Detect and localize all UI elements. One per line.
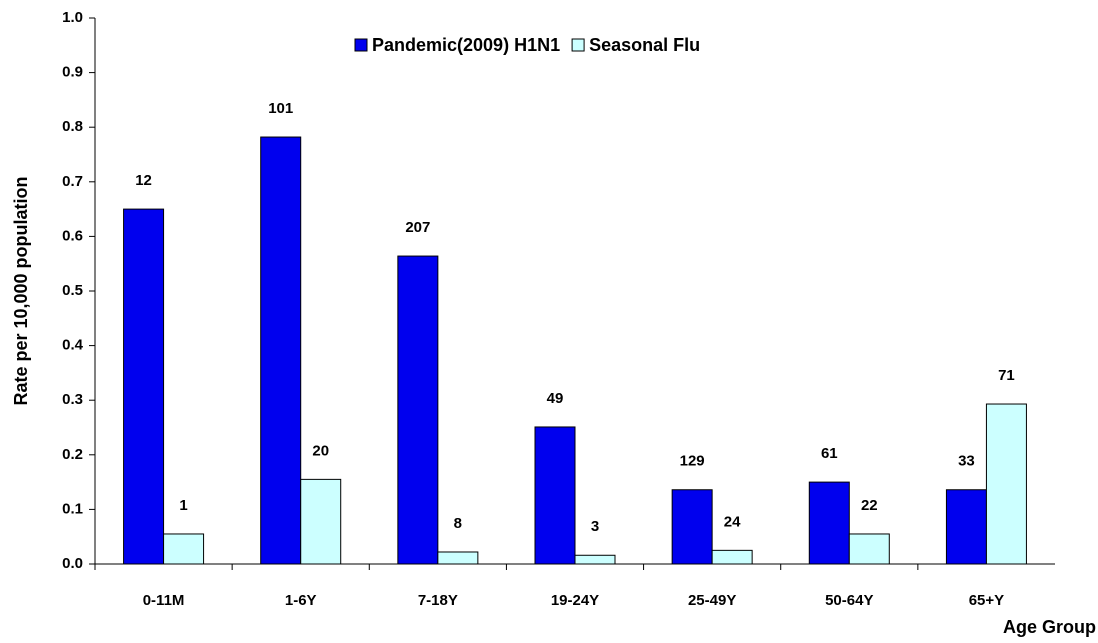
count-label: 3 — [591, 518, 599, 535]
y-tick-label: 0.0 — [62, 555, 83, 572]
x-tick-label: 65+Y — [969, 592, 1004, 609]
y-tick-label: 0.1 — [62, 500, 83, 517]
bar — [848, 533, 890, 565]
x-tick-label: 19-24Y — [551, 592, 599, 609]
bar — [534, 426, 576, 565]
count-label: 101 — [268, 100, 293, 117]
legend-swatch — [571, 38, 585, 52]
bar — [808, 481, 850, 565]
y-tick-label: 0.7 — [62, 173, 83, 190]
legend-label: Seasonal Flu — [589, 35, 700, 55]
y-axis-title: Rate per 10,000 population — [11, 176, 31, 405]
y-tick-label: 0.2 — [62, 446, 83, 463]
bar — [671, 489, 713, 565]
bar — [123, 208, 165, 565]
legend-swatch — [354, 38, 368, 52]
count-label: 12 — [135, 172, 152, 189]
x-tick-label: 50-64Y — [825, 592, 873, 609]
x-tick-label: 1-6Y — [285, 592, 317, 609]
y-tick-label: 0.3 — [62, 391, 83, 408]
bar — [711, 549, 753, 565]
count-label: 33 — [958, 453, 975, 470]
count-label: 24 — [724, 513, 741, 530]
y-tick-label: 0.8 — [62, 118, 83, 135]
legend-label: Pandemic(2009) H1N1 — [372, 35, 560, 55]
x-tick-label: 0-11M — [143, 592, 185, 609]
bar — [397, 255, 439, 565]
bar — [574, 554, 616, 565]
bar — [437, 551, 479, 565]
y-tick-label: 0.5 — [62, 282, 83, 299]
bar — [163, 533, 205, 565]
bar — [945, 489, 987, 565]
count-label: 61 — [821, 445, 838, 462]
bar — [260, 136, 302, 565]
count-label: 22 — [861, 497, 878, 514]
y-tick-label: 0.6 — [62, 227, 83, 244]
y-tick-label: 0.4 — [62, 337, 84, 354]
count-label: 129 — [680, 453, 705, 470]
y-tick-label: 0.9 — [62, 64, 83, 81]
bar — [985, 403, 1027, 565]
count-label: 1 — [179, 497, 187, 514]
x-tick-label: 7-18Y — [418, 592, 458, 609]
count-label: 20 — [312, 442, 329, 459]
y-tick-label: 1.0 — [62, 9, 83, 26]
count-label: 49 — [547, 390, 564, 407]
count-label: 71 — [998, 367, 1015, 384]
count-label: 8 — [454, 515, 462, 532]
count-label: 207 — [405, 219, 430, 236]
x-axis-title: Age Group — [1003, 617, 1096, 637]
bar — [300, 478, 342, 565]
x-tick-label: 25-49Y — [688, 592, 736, 609]
